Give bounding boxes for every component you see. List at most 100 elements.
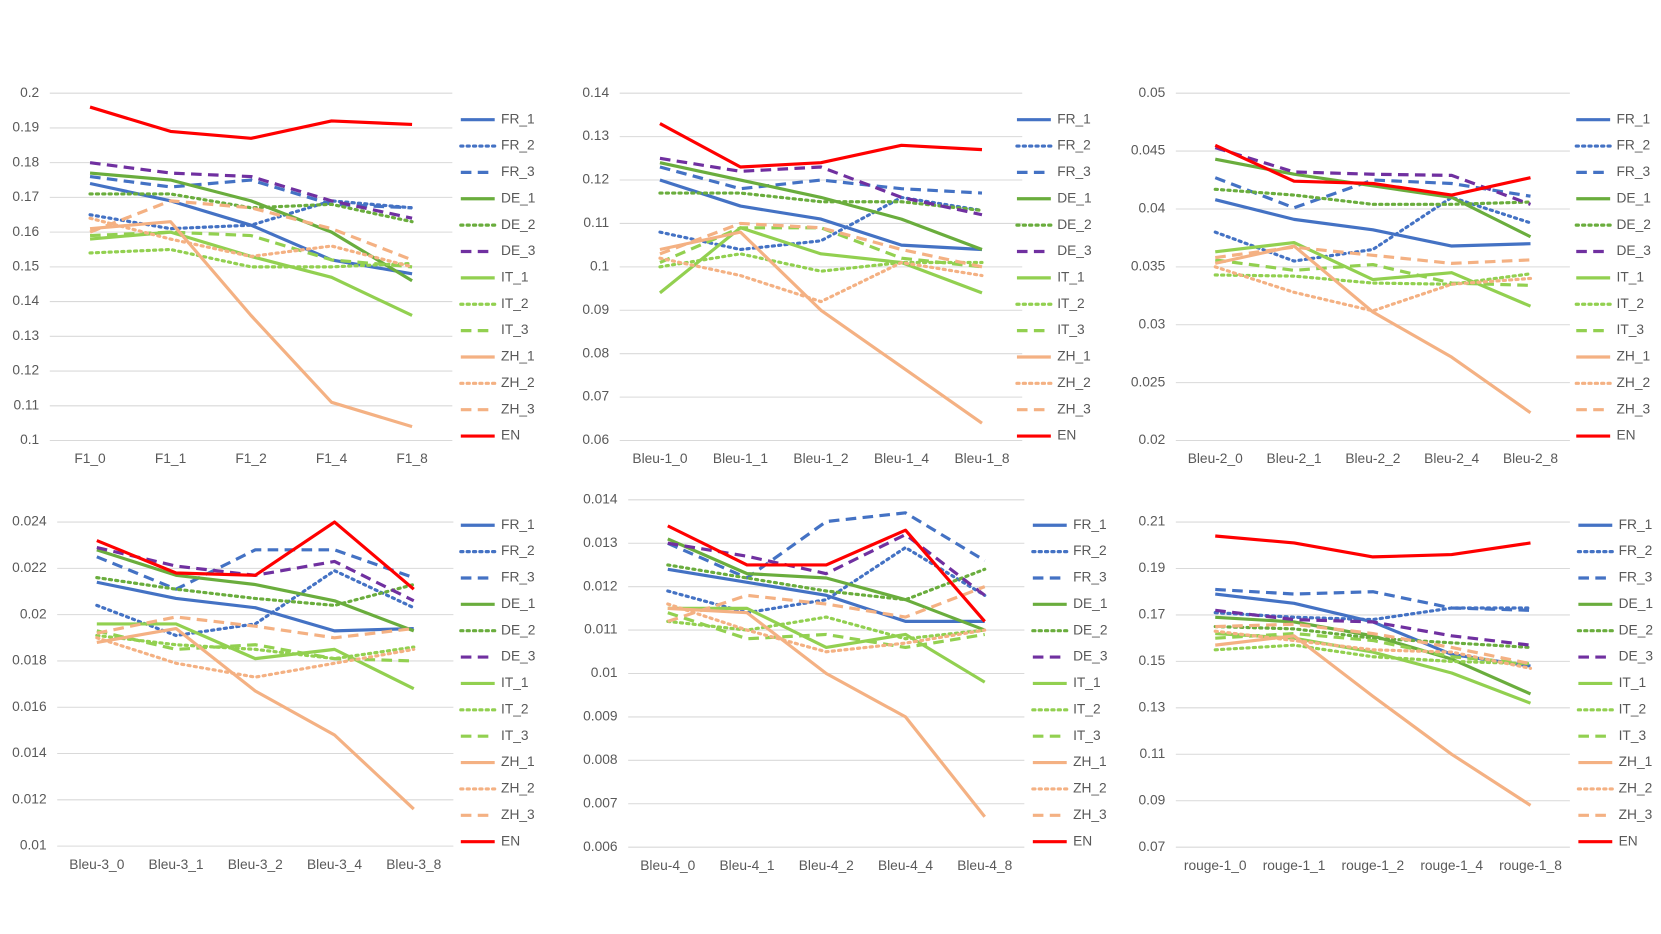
y-tick-label: 0.19 [1138, 560, 1165, 575]
series-line [1215, 631, 1531, 666]
x-tick-label: rouge-1_8 [1499, 858, 1562, 873]
y-tick-label: 0.14 [582, 85, 609, 100]
y-tick-label: 0.1 [590, 258, 609, 273]
x-tick-label: Bleu-1_4 [874, 451, 929, 466]
legend-label: DE_1 [1617, 190, 1651, 205]
series-line [659, 156, 983, 217]
series-line [1213, 265, 1533, 313]
y-tick-label: 0.19 [12, 120, 39, 135]
legend-label: DE_1 [1073, 596, 1107, 611]
legend-label: EN [1057, 428, 1076, 443]
y-tick-label: 0.13 [12, 328, 39, 343]
x-tick-label: Bleu-2_4 [1424, 451, 1479, 466]
y-tick-label: 0.15 [12, 258, 39, 273]
series-line [1215, 615, 1532, 696]
legend-label: FR_2 [501, 138, 535, 153]
series-line [1215, 258, 1531, 287]
series-line [96, 629, 414, 663]
series-line [659, 161, 983, 251]
x-tick-label: Bleu-4_2 [799, 858, 854, 873]
series-line [96, 626, 415, 811]
x-tick-label: Bleu-2_1 [1267, 451, 1322, 466]
legend-label: DE_3 [1617, 243, 1652, 258]
x-tick-label: Bleu-4_4 [878, 858, 933, 873]
series-line [667, 567, 985, 623]
series-line [667, 606, 986, 684]
series-line [1214, 143, 1531, 197]
series-line [666, 545, 987, 615]
legend-label: EN [1073, 833, 1092, 848]
series-line [667, 611, 985, 650]
legend-label: FR_3 [1619, 570, 1653, 585]
legend-label: IT_3 [501, 322, 529, 337]
legend-label: FR_3 [1617, 164, 1651, 179]
legend-label: DE_3 [1619, 649, 1654, 664]
series-line [1215, 608, 1531, 647]
y-tick-label: 0.05 [1138, 85, 1165, 100]
y-tick-label: 0.006 [583, 839, 618, 854]
series-line [1214, 198, 1531, 248]
series-line [1213, 606, 1533, 622]
series-line [89, 230, 413, 269]
y-tick-label: 0.09 [582, 302, 609, 317]
y-tick-label: 0.21 [1138, 514, 1165, 529]
x-tick-label: Bleu-3_8 [386, 857, 441, 872]
x-tick-label: Bleu-4_1 [719, 858, 774, 873]
y-tick-label: 0.022 [12, 560, 46, 575]
legend-label: ZH_2 [501, 781, 535, 796]
y-tick-label: 0.012 [12, 791, 46, 806]
x-tick-label: Bleu-4_8 [957, 858, 1012, 873]
legend-label: FR_3 [1057, 164, 1091, 179]
y-tick-label: 0.04 [1138, 201, 1165, 216]
legend-label: IT_3 [1619, 728, 1647, 743]
x-tick-label: Bleu-1_8 [954, 451, 1009, 466]
series-line [1213, 187, 1533, 206]
series-line [658, 256, 984, 304]
legend-label: IT_3 [1073, 728, 1101, 743]
legend-label: DE_2 [1617, 217, 1651, 232]
y-tick-label: 0.01 [20, 838, 47, 853]
x-tick-label: F1_2 [235, 451, 266, 466]
legend-label: DE_2 [1619, 622, 1653, 637]
legend-label: FR_2 [1619, 543, 1653, 558]
legend-label: ZH_1 [1057, 349, 1091, 364]
y-tick-label: 0.11 [1139, 746, 1165, 761]
y-tick-label: 0.08 [582, 345, 609, 360]
y-tick-label: 0.12 [582, 172, 609, 187]
series-line [1215, 245, 1531, 265]
y-tick-label: 0.045 [1131, 143, 1166, 158]
x-tick-label: rouge-1_1 [1263, 858, 1326, 873]
x-tick-label: rouge-1_0 [1184, 858, 1247, 873]
legend-label: IT_1 [1073, 675, 1101, 690]
legend-label: ZH_3 [1617, 401, 1651, 416]
y-tick-label: 0.014 [583, 491, 618, 506]
series-line [659, 230, 983, 425]
legend-label: ZH_1 [501, 349, 535, 364]
y-tick-label: 0.007 [583, 795, 617, 810]
y-tick-label: 0.07 [582, 389, 609, 404]
legend-label: FR_2 [1073, 543, 1107, 558]
legend-label: ZH_1 [1619, 754, 1653, 769]
y-tick-label: 0.16 [12, 224, 39, 239]
legend-label: DE_3 [501, 649, 536, 664]
legend-label: IT_3 [501, 728, 529, 743]
legend-label: FR_3 [1073, 570, 1107, 585]
series-line [89, 161, 413, 220]
legend-label: DE_2 [1073, 622, 1107, 637]
legend-label: IT_1 [501, 270, 529, 285]
y-tick-label: 0.13 [582, 128, 609, 143]
y-tick-label: 0.02 [1138, 432, 1165, 447]
y-tick-label: 0.024 [12, 514, 47, 529]
legend-label: FR_1 [501, 111, 535, 126]
y-tick-label: 0.025 [1131, 374, 1166, 389]
series-line [1214, 146, 1532, 206]
legend-label: IT_2 [1619, 701, 1647, 716]
legend-label: DE_2 [501, 217, 535, 232]
series-line [666, 563, 987, 602]
y-tick-label: 0.1 [20, 432, 39, 447]
legend-label: IT_3 [1617, 322, 1645, 337]
series-line [658, 226, 983, 295]
y-tick-label: 0.15 [1138, 653, 1165, 668]
